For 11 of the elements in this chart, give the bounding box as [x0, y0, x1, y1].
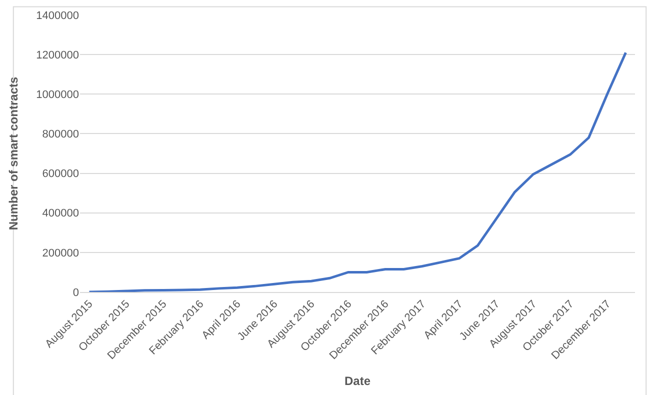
y-tick-label: 1000000	[36, 88, 79, 101]
y-axis-title: Number of smart contracts	[6, 76, 20, 230]
y-tick-label: 600000	[42, 168, 79, 180]
y-tick-label: 1400000	[36, 10, 79, 22]
y-tick-label: 800000	[42, 128, 79, 141]
x-axis-title: Date	[344, 374, 371, 388]
line-series	[88, 51, 627, 292]
y-tick-label: 0	[72, 286, 79, 299]
y-tick-label: 1200000	[36, 49, 79, 62]
y-tick-label: 400000	[42, 208, 79, 220]
y-tick-label: 200000	[42, 247, 79, 260]
